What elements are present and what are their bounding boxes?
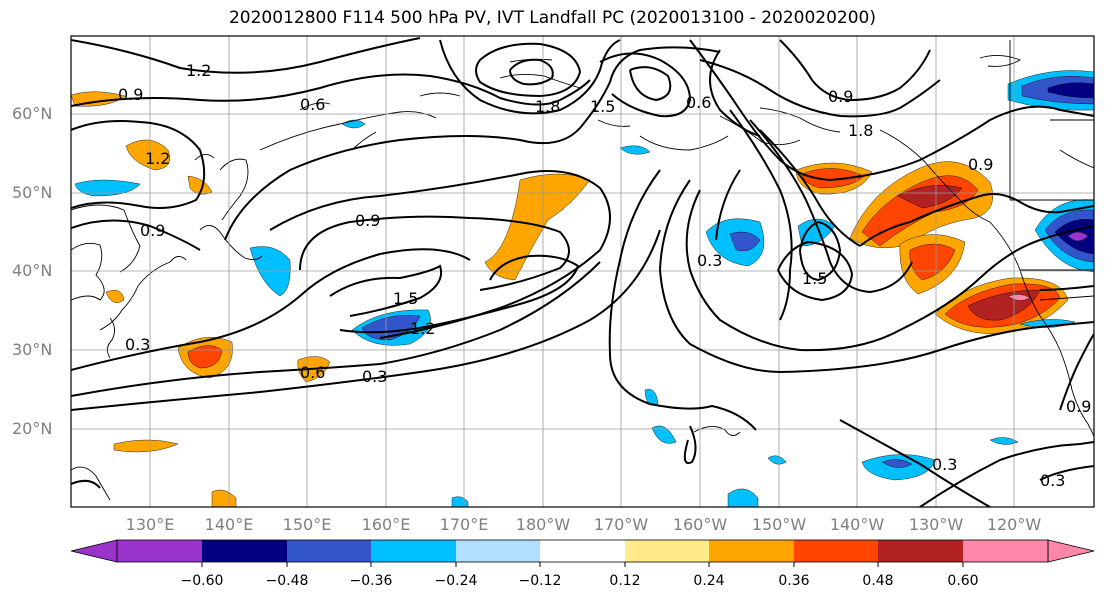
contour-label: 1.8 xyxy=(848,121,873,140)
contour-label: 0.3 xyxy=(697,251,722,270)
contour-labels: 1.2 0.9 0.6 1.2 0.9 0.9 0.3 1.5 1.2 0.6 … xyxy=(118,61,1091,490)
colorbar-tick-label: −0.24 xyxy=(434,573,478,589)
colorbar-segment xyxy=(456,540,540,562)
contour-label: 1.5 xyxy=(802,269,827,288)
colorbar-segment xyxy=(794,540,878,562)
colorbar-segment xyxy=(878,540,963,562)
colorbar-tick-label: −0.12 xyxy=(518,573,562,589)
contour-label: 0.3 xyxy=(125,335,150,354)
contour-label: 1.5 xyxy=(393,289,418,308)
lon-label-140e: 140°E xyxy=(204,515,254,534)
lon-label-150e: 150°E xyxy=(282,515,332,534)
contour-label: 0.6 xyxy=(300,95,325,114)
colorbar-segment xyxy=(117,540,202,562)
map-title: 2020012800 F114 500 hPa PV, IVT Landfall… xyxy=(228,8,876,28)
lon-label-170e: 170°E xyxy=(439,515,489,534)
colorbar-segment xyxy=(709,540,794,562)
colorbar-tick-label: −0.36 xyxy=(349,573,393,589)
lat-label-50n: 50°N xyxy=(12,183,53,202)
colorbar-segment xyxy=(287,540,371,562)
pv-contours xyxy=(71,37,1094,507)
lat-label-20n: 20°N xyxy=(12,419,53,438)
colorbar-segment xyxy=(963,540,1048,562)
lat-label-40n: 40°N xyxy=(12,261,53,280)
colorbar-extend-high xyxy=(1047,539,1095,563)
lon-label-160w: 160°W xyxy=(672,515,728,534)
lon-label-170w: 170°W xyxy=(593,515,649,534)
lon-label-150w: 150°W xyxy=(751,515,807,534)
map-area: 1.2 0.9 0.6 1.2 0.9 0.9 0.3 1.5 1.2 0.6 … xyxy=(71,36,1094,507)
contour-label: 0.9 xyxy=(118,85,143,104)
colorbar-tick-label: −0.48 xyxy=(265,573,309,589)
colorbar-segment xyxy=(202,540,287,562)
colorbar-tick-label: 0.24 xyxy=(693,573,725,589)
map-frame xyxy=(70,35,1095,508)
contour-label: 0.6 xyxy=(686,93,711,112)
contour-label: 0.3 xyxy=(362,367,387,386)
colorbar-tick-label: −0.60 xyxy=(180,573,224,589)
colorbar xyxy=(70,539,1095,567)
contour-label: 0.6 xyxy=(300,363,325,382)
colorbar-tick-label: 0.60 xyxy=(947,573,979,589)
lat-label-60n: 60°N xyxy=(12,104,53,123)
contour-label: 0.9 xyxy=(968,155,993,174)
contour-label: 0.9 xyxy=(355,211,380,230)
colorbar-extend-low xyxy=(70,539,118,563)
contour-label: 0.9 xyxy=(1066,397,1091,416)
contour-label: 0.3 xyxy=(1040,471,1065,490)
contour-label: 1.2 xyxy=(186,61,211,80)
contour-label: 1.2 xyxy=(145,149,170,168)
coastlines xyxy=(71,40,1094,501)
colorbar-segment xyxy=(540,540,625,562)
contour-label: 1.2 xyxy=(410,319,435,338)
colorbar-tick-label: 0.48 xyxy=(862,573,894,589)
lat-label-30n: 30°N xyxy=(12,340,53,359)
contour-label: 0.9 xyxy=(828,87,853,106)
lon-label-140w: 140°W xyxy=(829,515,885,534)
colorbar-segment xyxy=(625,540,709,562)
contour-label: 0.9 xyxy=(140,221,165,240)
lon-label-160e: 160°E xyxy=(361,515,411,534)
colorbar-tick-label: 0.36 xyxy=(778,573,810,589)
contour-label: 1.5 xyxy=(590,97,615,116)
lon-label-120w: 120°W xyxy=(986,515,1042,534)
contour-label: 0.3 xyxy=(932,455,957,474)
lon-label-180w: 180°W xyxy=(515,515,571,534)
lon-label-130e: 130°E xyxy=(125,515,175,534)
colorbar-segment xyxy=(371,540,456,562)
colorbar-tick-label: 0.12 xyxy=(609,573,641,589)
contour-label: 1.8 xyxy=(535,97,560,116)
lon-label-130w: 130°W xyxy=(908,515,964,534)
